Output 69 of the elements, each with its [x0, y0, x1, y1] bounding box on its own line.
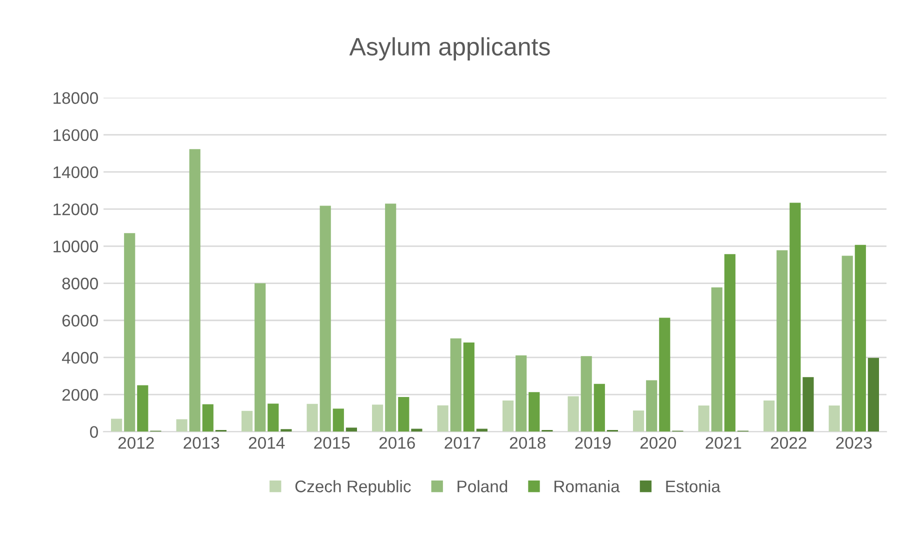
y-tick-label: 12000 — [54, 203, 98, 216]
bar — [802, 377, 814, 432]
legend-label: Estonia — [666, 480, 720, 492]
y-tick-label: 0 — [90, 426, 98, 438]
bar — [332, 408, 344, 432]
y-tick-label: 16000 — [54, 129, 98, 142]
bar — [659, 318, 670, 432]
x-tick-label: 2014 — [248, 436, 285, 449]
bar — [633, 410, 644, 432]
x-tick-label: 2016 — [379, 436, 415, 449]
bar — [268, 404, 279, 432]
bar — [580, 356, 592, 432]
bar — [111, 418, 122, 432]
legend-label: Romania — [554, 480, 620, 492]
bar — [854, 244, 866, 432]
bar — [698, 406, 710, 432]
bar — [306, 404, 318, 432]
bar — [776, 250, 788, 432]
bar — [137, 385, 148, 432]
bar — [868, 358, 879, 432]
chart-title: Asylum applicants — [349, 37, 550, 61]
bar — [463, 342, 474, 432]
bar — [842, 256, 853, 432]
bar — [385, 204, 396, 432]
x-tick-label: 2021 — [706, 436, 742, 449]
bar — [790, 202, 801, 432]
x-tick-label: 2020 — [640, 436, 676, 449]
legend-label: Poland — [458, 480, 508, 492]
x-tick-label: 2012 — [118, 436, 154, 449]
bar — [568, 396, 579, 432]
bar — [124, 233, 136, 432]
legend-label: Czech Republic — [295, 480, 411, 496]
bar — [528, 392, 540, 432]
bar — [711, 287, 722, 432]
x-tick-label: 2015 — [314, 436, 350, 449]
bar — [450, 338, 462, 432]
bar — [437, 405, 448, 432]
y-tick-label: 18000 — [54, 92, 98, 104]
bar — [411, 428, 422, 432]
y-tick-label: 2000 — [62, 388, 98, 401]
x-tick-label: 2017 — [444, 436, 480, 449]
bar — [398, 396, 410, 432]
bar — [476, 428, 488, 432]
x-tick-label: 2019 — [575, 436, 611, 449]
bar — [502, 400, 514, 432]
bar — [764, 400, 775, 432]
y-tick-label: 4000 — [62, 352, 98, 364]
y-tick-label: 14000 — [54, 166, 98, 178]
bar — [594, 384, 605, 432]
bar — [176, 419, 188, 432]
x-tick-label: 2018 — [510, 436, 546, 449]
bar — [280, 429, 292, 432]
bar — [646, 380, 658, 432]
x-tick-label: 2023 — [836, 436, 872, 449]
bar — [189, 149, 200, 432]
bar — [202, 404, 214, 432]
x-tick-label: 2022 — [770, 436, 806, 449]
bar — [724, 254, 736, 432]
y-tick-label: 10000 — [54, 240, 98, 252]
x-tick-label: 2013 — [184, 436, 220, 449]
bar — [242, 410, 253, 432]
bar — [254, 283, 266, 432]
bar — [320, 206, 331, 432]
y-tick-label: 6000 — [62, 314, 98, 327]
bar — [828, 406, 840, 432]
bar — [346, 428, 357, 432]
y-tick-label: 8000 — [62, 278, 98, 290]
bar — [516, 355, 527, 432]
bar — [372, 404, 384, 432]
